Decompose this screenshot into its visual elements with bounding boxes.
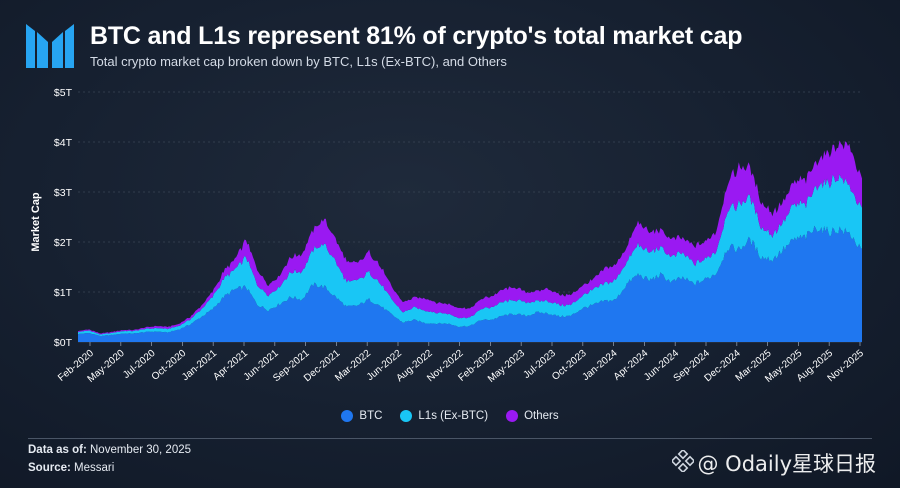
y-tick-label: $2T bbox=[54, 237, 73, 249]
legend-item-l1s[interactable]: L1s (Ex-BTC) bbox=[400, 410, 488, 422]
y-tick-label: $1T bbox=[54, 287, 73, 299]
legend-swatch-btc bbox=[341, 410, 354, 422]
legend-label-btc: BTC bbox=[359, 410, 383, 422]
binance-icon bbox=[672, 450, 694, 472]
legend-swatch-others bbox=[506, 410, 519, 422]
area-series-l1s bbox=[78, 173, 862, 336]
messari-logo-icon bbox=[26, 24, 74, 68]
y-tick-label: $0T bbox=[54, 337, 73, 349]
legend-swatch-l1s bbox=[400, 410, 413, 422]
area-series-btc bbox=[78, 225, 862, 342]
source-value: Messari bbox=[74, 462, 115, 474]
source-label: Source: bbox=[28, 462, 71, 474]
chart-title: BTC and L1s represent 81% of crypto's to… bbox=[90, 22, 743, 50]
area-series-group bbox=[78, 140, 862, 342]
y-tick-label: $5T bbox=[54, 87, 73, 99]
area-series-others bbox=[78, 140, 862, 335]
chart-subtitle: Total crypto market cap broken down by B… bbox=[90, 54, 507, 69]
data-as-of-label: Data as of: bbox=[28, 444, 87, 456]
y-tick-label: $4T bbox=[54, 137, 73, 149]
chart-legend: BTC L1s (Ex-BTC) Others bbox=[0, 410, 900, 422]
data-as-of-value: November 30, 2025 bbox=[90, 444, 192, 456]
y-tick-label: $3T bbox=[54, 187, 73, 199]
legend-item-btc[interactable]: BTC bbox=[341, 410, 382, 422]
legend-label-others: Others bbox=[524, 410, 559, 422]
source: Source: Messari bbox=[28, 462, 114, 474]
y-axis-label: Market Cap bbox=[30, 192, 42, 252]
watermark-text: @ Odaily星球日报 bbox=[697, 452, 877, 476]
data-as-of: Data as of: November 30, 2025 bbox=[28, 444, 191, 456]
legend-item-others[interactable]: Others bbox=[506, 410, 559, 422]
footer-divider bbox=[28, 438, 872, 439]
legend-label-l1s: L1s (Ex-BTC) bbox=[418, 410, 489, 422]
